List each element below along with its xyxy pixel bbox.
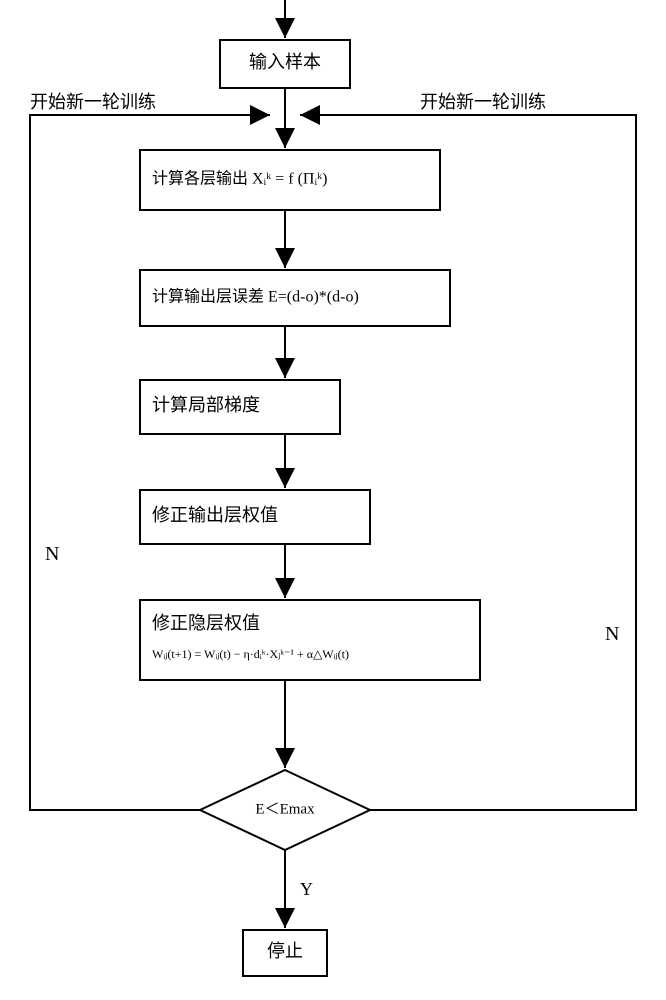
node-compute-grad-text: 计算局部梯度 xyxy=(152,395,260,415)
node-decision-text: E＜Emax xyxy=(255,801,315,817)
node-fix-hidden-w-line1: 修正隐层权值 xyxy=(152,613,260,633)
node-compute-layer-text: 计算各层输出 Xᵢᵏ = f (Πᵢᵏ) xyxy=(152,169,327,188)
node-fix-output-w-text: 修正输出层权值 xyxy=(152,505,278,525)
label-n-left: N xyxy=(45,543,59,565)
label-y: Y xyxy=(300,879,313,899)
node-compute-error-text: 计算输出层误差 E=(d-o)*(d-o) xyxy=(152,287,359,306)
node-input-text: 输入样本 xyxy=(249,52,321,72)
node-stop-text: 停止 xyxy=(267,941,303,961)
label-n-right: N xyxy=(605,623,619,645)
node-fix-hidden-w-line2: Wᵢⱼ(t+1) = Wᵢⱼ(t) − η·dᵢᵏ·Xⱼᵏ⁻¹ + α△Wᵢⱼ(… xyxy=(152,647,349,661)
label-loop-right: 开始新一轮训练 xyxy=(420,92,546,112)
loop-left xyxy=(30,115,270,810)
label-loop-left: 开始新一轮训练 xyxy=(30,92,156,112)
loop-right xyxy=(300,115,636,810)
node-fix-hidden-w xyxy=(140,600,480,680)
